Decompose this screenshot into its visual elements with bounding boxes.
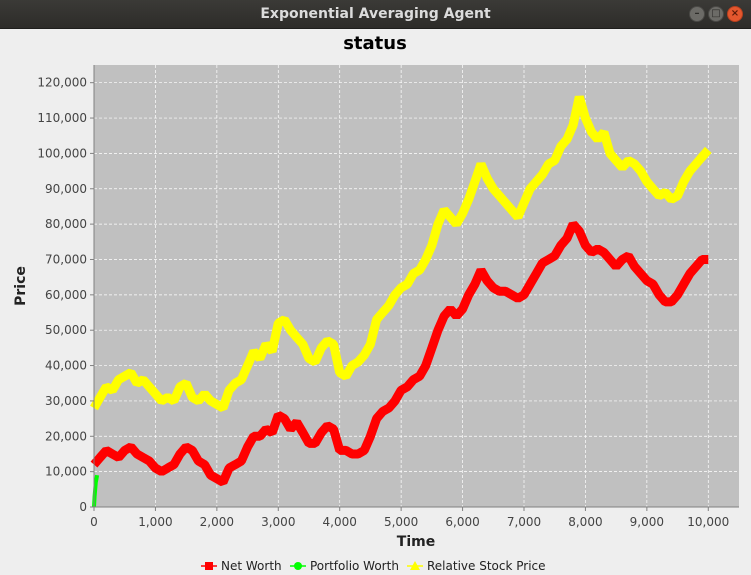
y-tick-label: 40,000: [45, 359, 87, 373]
x-tick-label: 4,000: [323, 515, 357, 529]
x-axis-label: Time: [397, 534, 435, 550]
close-button[interactable]: ×: [727, 6, 743, 22]
y-tick-label: 0: [79, 500, 87, 514]
x-tick-label: 1,000: [138, 515, 172, 529]
x-tick-label: 8,000: [568, 515, 602, 529]
legend-marker-net-worth: [205, 562, 213, 570]
plot-area: [94, 65, 739, 507]
y-tick-label: 120,000: [37, 76, 87, 90]
window-titlebar: Exponential Averaging Agent – □ ×: [0, 0, 751, 29]
legend-label-net-worth: Net Worth: [221, 559, 282, 573]
x-tick-label: 3,000: [261, 515, 295, 529]
minimize-icon: –: [694, 8, 700, 19]
grid-lines: [93, 65, 739, 508]
series-line-relative-stock-price: [90, 95, 712, 412]
series-line-net-worth: [90, 221, 709, 487]
maximize-icon: □: [711, 8, 721, 19]
chart-title: status: [343, 33, 407, 54]
line-chart: status 0 10,000 20,000 30,000 40,000 50,000 60…: [13, 33, 739, 573]
y-axis-label: Price: [13, 266, 29, 306]
y-tick-label: 30,000: [45, 394, 87, 408]
minimize-button[interactable]: –: [689, 6, 705, 22]
y-tick-label: 50,000: [45, 323, 87, 337]
y-axis-ticks: 0 10,000 20,000 30,000 40,000 50,000 60,000 70,…: [37, 76, 94, 514]
window-title: Exponential Averaging Agent: [260, 6, 491, 22]
axes: [93, 65, 739, 508]
x-tick-label: 9,000: [630, 515, 664, 529]
close-icon: ×: [730, 8, 740, 19]
y-tick-label: 10,000: [45, 465, 87, 479]
legend-marker-relative-stock-price: [410, 561, 420, 570]
x-tick-label: 7,000: [507, 515, 541, 529]
y-tick-label: 70,000: [45, 252, 87, 266]
legend: Net Worth Portfolio Worth Relative Stock P…: [201, 559, 546, 573]
x-tick-label: 2,000: [200, 515, 234, 529]
y-tick-label: 20,000: [45, 429, 87, 443]
y-tick-label: 100,000: [37, 146, 87, 160]
x-tick-label: 10,000: [687, 515, 729, 529]
x-axis-ticks: 0 1,000 2,000 3,000 4,000 5,000 6,000 7,000 8,00…: [90, 507, 729, 529]
x-tick-label: 0: [90, 515, 98, 529]
legend-label-portfolio-worth: Portfolio Worth: [310, 559, 399, 573]
y-tick-label: 90,000: [45, 182, 87, 196]
x-tick-label: 6,000: [445, 515, 479, 529]
maximize-button[interactable]: □: [708, 6, 724, 22]
chart-panel: status 0 10,000 20,000 30,000 40,000 50,000 60…: [0, 29, 751, 575]
legend-marker-portfolio-worth: [294, 562, 302, 570]
y-tick-label: 110,000: [37, 111, 87, 125]
y-tick-label: 80,000: [45, 217, 87, 231]
x-tick-label: 5,000: [384, 515, 418, 529]
legend-label-relative-stock-price: Relative Stock Price: [427, 559, 546, 573]
y-tick-label: 60,000: [45, 288, 87, 302]
